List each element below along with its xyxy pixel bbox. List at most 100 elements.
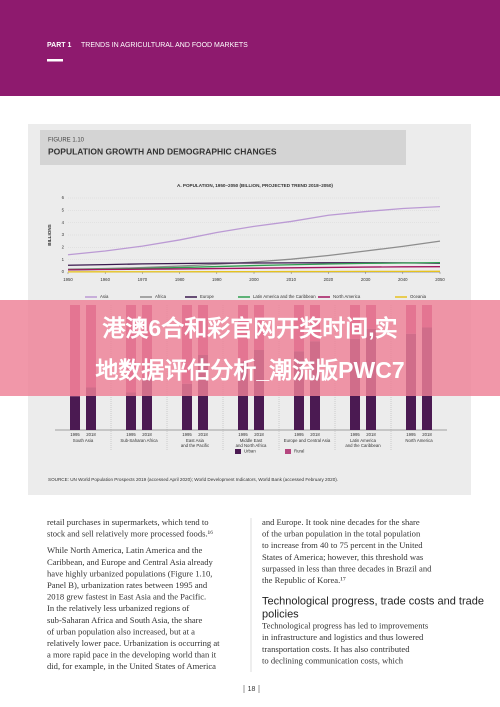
- group-label: Sub-Saharan Africa: [120, 438, 158, 443]
- body-line: transportation costs. It has also contri…: [262, 644, 410, 654]
- bar-segment: [142, 380, 152, 430]
- y-tick-label: 5: [62, 207, 65, 212]
- banner-bg: [0, 300, 500, 396]
- bar-segment: [70, 396, 80, 430]
- header-rule: [47, 59, 63, 62]
- section-heading: policies: [262, 609, 299, 621]
- body-line: relatively lower pace. Urbanization is o…: [47, 638, 220, 648]
- x-tick-label: 1980: [175, 277, 185, 282]
- body-line: to declining communication costs, which: [262, 655, 404, 665]
- body-line: of the urban population in the total pop…: [262, 529, 421, 539]
- x-tick-label: 1995: [70, 432, 80, 437]
- x-tick-label: 1995: [182, 432, 192, 437]
- section-heading: Technological progress, trade costs and …: [262, 596, 484, 608]
- x-tick-label: 2018: [422, 432, 432, 437]
- y-tick-label: 6: [62, 195, 65, 200]
- y-tick-label: 2: [62, 244, 65, 249]
- y-axis-label: BILLIONS: [47, 224, 52, 245]
- body-line: and Europe. It took nine decades for the…: [262, 517, 420, 527]
- bar-segment: [182, 383, 192, 430]
- legend-label: Europe: [200, 294, 214, 299]
- body-line: have highly urbanized populations (Figur…: [47, 568, 212, 578]
- x-tick-label: 1990: [212, 277, 222, 282]
- body-line: stock and sell relatively more processed…: [47, 529, 213, 539]
- x-tick-label: 2030: [361, 277, 371, 282]
- legend-label: North America: [333, 294, 361, 299]
- y-tick-label: 1: [62, 257, 65, 262]
- body-line: did, for example, in the United States o…: [47, 661, 216, 671]
- legend-label: Rural: [294, 449, 304, 454]
- y-tick-label: 0: [62, 269, 65, 274]
- banner-text: 港澳6合和彩官网开奖时间,实: [102, 315, 397, 341]
- legend-label: Urban: [244, 449, 256, 454]
- group-label: and the Pacific: [181, 443, 210, 448]
- group-label: and the Caribbean: [345, 443, 381, 448]
- x-tick-label: 2000: [249, 277, 259, 282]
- figure-title-bar: [40, 130, 406, 165]
- group-label: Middle East: [240, 438, 263, 443]
- figure-title: POPULATION GROWTH AND DEMOGRAPHIC CHANGE…: [48, 146, 277, 156]
- x-tick-label: 1950: [63, 277, 73, 282]
- x-tick-label: 2020: [324, 277, 334, 282]
- group-label: North America: [405, 438, 433, 443]
- x-tick-label: 1960: [100, 277, 110, 282]
- x-tick-label: 1970: [138, 277, 148, 282]
- body-line: In the relatively less urbanized regions…: [47, 603, 189, 613]
- body-line: to increase from 40 to 75 percent in the…: [262, 540, 423, 550]
- x-tick-label: 1995: [406, 432, 416, 437]
- part-label: PART 1: [47, 42, 71, 49]
- body-line: surpassed in less than three decades in …: [262, 563, 432, 573]
- legend-label: Asia: [100, 294, 109, 299]
- body-line: Technological progress has led to improv…: [262, 621, 429, 631]
- x-tick-label: 2040: [398, 277, 408, 282]
- x-tick-label: 1995: [350, 432, 360, 437]
- figure-label: FIGURE 1.10: [48, 138, 85, 144]
- legend-swatch: [235, 449, 241, 454]
- x-tick-label: 2018: [366, 432, 376, 437]
- header-title: TRENDS IN AGRICULTURAL AND FOOD MARKETS: [81, 42, 248, 49]
- body-line: States of America; however, this thresho…: [262, 552, 424, 562]
- body-line: the Republic of Korea.¹⁷: [262, 575, 346, 585]
- body-line: Caribbean, and Europe and Central Asia a…: [47, 557, 214, 567]
- x-tick-label: 1995: [294, 432, 304, 437]
- body-line: sub-Saharan Africa and South Asia, the s…: [47, 615, 203, 625]
- legend-label: Africa: [155, 294, 167, 299]
- x-tick-label: 1995: [238, 432, 248, 437]
- bar-segment: [86, 387, 96, 430]
- series-line: [67, 240, 441, 270]
- header-band: [0, 0, 500, 96]
- series-line: [67, 266, 441, 271]
- legend-swatch: [285, 449, 291, 454]
- chart-a-title: A. POPULATION, 1950–2050 (BILLION, PROJE…: [177, 183, 333, 188]
- x-tick-label: 2018: [198, 432, 208, 437]
- body-text: retail purchases in supermarkets, which …: [47, 517, 484, 672]
- group-label: South Asia: [73, 438, 94, 443]
- x-tick-label: 1995: [126, 432, 136, 437]
- body-line: of urban population also increased, but …: [47, 626, 195, 636]
- y-tick-label: 3: [62, 232, 65, 237]
- x-tick-label: 2018: [310, 432, 320, 437]
- source: SOURCE: UN World Population Prospects 20…: [48, 477, 338, 482]
- body-line: in infrastructure and logistics and thus…: [262, 632, 424, 642]
- banner-text: 地数据评估分析_潮流版PWC7: [95, 357, 404, 383]
- y-tick-label: 4: [62, 220, 65, 225]
- x-tick-label: 2018: [86, 432, 96, 437]
- group-label: Latin America: [350, 438, 377, 443]
- body-line: 2018 grew fastest in East Asia and the P…: [47, 592, 206, 602]
- x-tick-label: 2010: [286, 277, 296, 282]
- series-line: [67, 270, 441, 273]
- series-line: [67, 205, 441, 256]
- body-line: a more rapid pace in the developing worl…: [47, 650, 217, 660]
- group-label: Europe and Central Asia: [284, 438, 331, 443]
- group-label: and North Africa: [236, 443, 267, 448]
- bar-segment: [126, 392, 136, 430]
- legend-label: Oceania: [410, 294, 427, 299]
- x-tick-label: 2018: [254, 432, 264, 437]
- page-number: 18: [248, 686, 256, 693]
- legend-label: Latin America and the Caribbean: [253, 294, 316, 299]
- x-tick-label: 2050: [435, 277, 445, 282]
- body-line: Panel B), urbanization rates between 199…: [47, 580, 208, 590]
